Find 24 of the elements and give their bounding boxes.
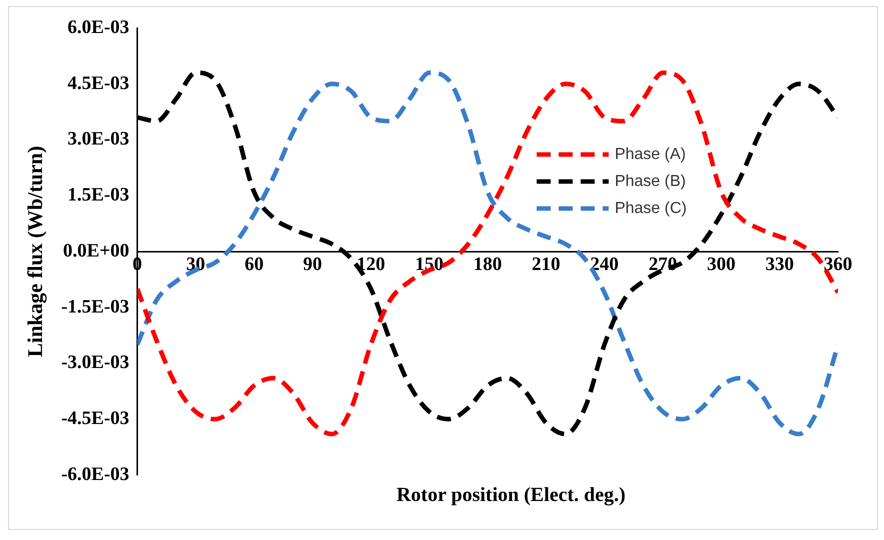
- legend-label: Phase (B): [614, 172, 686, 190]
- y-axis-title: Linkage flux (Wb/turn): [23, 146, 48, 358]
- y-tick-label: 4.5E-03: [68, 72, 130, 94]
- x-tick-label: 30: [186, 254, 206, 275]
- y-tick-label: -3.0E-03: [61, 352, 130, 374]
- x-tick-label: 360: [824, 254, 852, 275]
- y-tick-label: 0.0E+00: [63, 240, 130, 262]
- legend-label: Phase (A): [614, 146, 686, 163]
- x-tick-label: 330: [765, 254, 794, 275]
- y-tick-label: -4.5E-03: [61, 408, 130, 430]
- x-axis-title: Rotor position (Elect. deg.): [395, 484, 627, 507]
- x-tick-label: 240: [590, 254, 619, 275]
- y-tick-label: 3.0E-03: [68, 128, 130, 150]
- x-tick-label: 210: [532, 254, 560, 275]
- x-tick-label: 120: [356, 254, 386, 275]
- y-tick-label: -1.5E-03: [61, 296, 130, 318]
- y-tick-label: 1.5E-03: [68, 184, 130, 206]
- y-tick-label: -6.0E-03: [61, 464, 130, 485]
- y-tick-label: 6.0E-03: [68, 16, 130, 38]
- x-tick-label: 60: [244, 254, 264, 275]
- x-tick-label: 300: [706, 254, 736, 275]
- x-tick-label: 180: [473, 254, 502, 275]
- x-tick-label: 90: [302, 254, 322, 275]
- legend-label: Phase (C): [614, 200, 687, 217]
